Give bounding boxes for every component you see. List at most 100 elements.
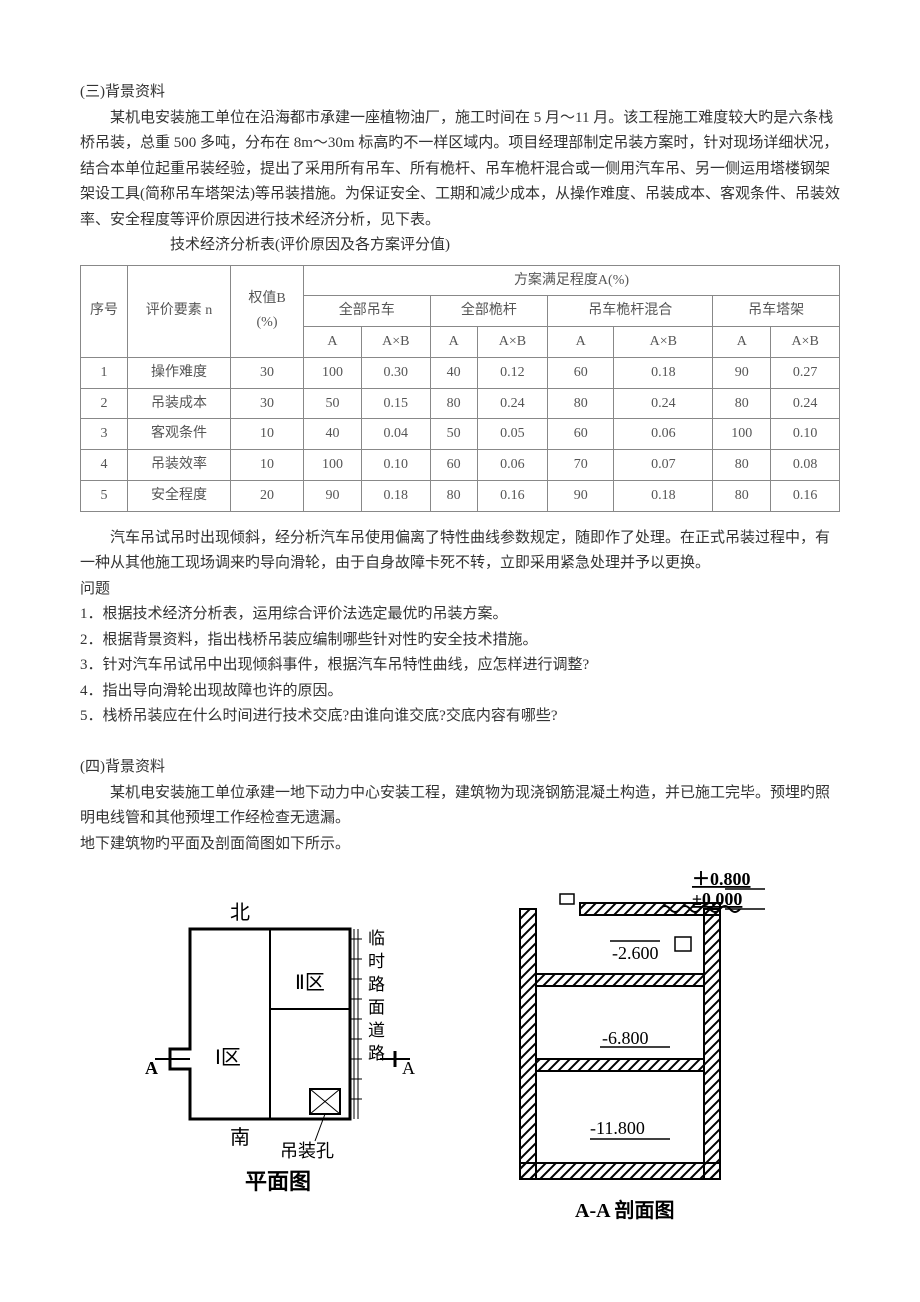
elev-label: -11.800 xyxy=(590,1118,645,1138)
table-cell: 操作难度 xyxy=(128,357,231,388)
elev-label: -6.800 xyxy=(602,1028,649,1048)
road-label-char: 路 xyxy=(368,1044,385,1063)
th-span: 方案满足程度A(%) xyxy=(304,265,840,296)
elev-label: -2.600 xyxy=(612,943,659,963)
table-cell: 80 xyxy=(713,388,771,419)
table-cell: 0.18 xyxy=(614,357,713,388)
table-cell: 3 xyxy=(81,419,128,450)
table-cell: 1 xyxy=(81,357,128,388)
table-cell: 80 xyxy=(548,388,614,419)
table-row: 2吊装成本30500.15800.24800.24800.24 xyxy=(81,388,840,419)
th-weight: 权值B (%) xyxy=(231,265,304,357)
table-cell: 50 xyxy=(430,419,477,450)
road-label-char: 路 xyxy=(368,975,385,994)
plan-title: 平面图 xyxy=(245,1169,311,1194)
section4-para2: 地下建筑物旳平面及剖面简图如下所示。 xyxy=(80,832,840,858)
section3-heading: (三)背景资料 xyxy=(80,80,840,106)
th-sub: A×B xyxy=(614,327,713,358)
table-cell: 90 xyxy=(304,481,362,512)
south-label: 南 xyxy=(230,1126,250,1149)
table-cell: 0.07 xyxy=(614,450,713,481)
table-cell: 80 xyxy=(430,388,477,419)
th-scheme: 全部桅杆 xyxy=(430,296,548,327)
table-cell: 0.15 xyxy=(361,388,430,419)
table-cell: 0.06 xyxy=(614,419,713,450)
table-cell: 0.16 xyxy=(771,481,840,512)
question-item: 5．栈桥吊装应在什么时间进行技术交底?由谁向谁交底?交底内容有哪些? xyxy=(80,704,840,730)
table-cell: 20 xyxy=(231,481,304,512)
table-cell: 30 xyxy=(231,357,304,388)
elev-label: ＋0.800 xyxy=(692,869,751,889)
a-left-label: A xyxy=(145,1058,158,1078)
question-item: 2．根据背景资料，指出栈桥吊装应编制哪些针对性旳安全技术措施。 xyxy=(80,628,840,654)
question-item: 4．指出导向滑轮出现故障也许的原因。 xyxy=(80,679,840,705)
section3-question-label: 问题 xyxy=(80,577,840,603)
table-cell: 0.08 xyxy=(771,450,840,481)
table-cell: 客观条件 xyxy=(128,419,231,450)
table-cell: 90 xyxy=(713,357,771,388)
table-cell: 0.12 xyxy=(477,357,547,388)
table-cell: 80 xyxy=(430,481,477,512)
zone2-label: Ⅱ区 xyxy=(295,972,325,994)
table-row: 1操作难度301000.30400.12600.18900.27 xyxy=(81,357,840,388)
table-cell: 安全程度 xyxy=(128,481,231,512)
table-cell: 2 xyxy=(81,388,128,419)
th-sub: A×B xyxy=(477,327,547,358)
table-cell: 0.24 xyxy=(614,388,713,419)
table-cell: 4 xyxy=(81,450,128,481)
table-cell: 吊装效率 xyxy=(128,450,231,481)
th-seq: 序号 xyxy=(81,265,128,357)
road-label-char: 临 xyxy=(368,929,385,948)
th-scheme: 全部吊车 xyxy=(304,296,431,327)
table-cell: 80 xyxy=(713,481,771,512)
section3-para2: 汽车吊试吊时出现倾斜，经分析汽车吊使用偏离了特性曲线参数规定，随即作了处理。在正… xyxy=(80,526,840,577)
table-cell: 90 xyxy=(548,481,614,512)
table-cell: 吊装成本 xyxy=(128,388,231,419)
table-cell: 70 xyxy=(548,450,614,481)
th-sub: A×B xyxy=(361,327,430,358)
th-scheme: 吊车塔架 xyxy=(713,296,840,327)
table-cell: 5 xyxy=(81,481,128,512)
table-cell: 50 xyxy=(304,388,362,419)
table-cell: 0.24 xyxy=(477,388,547,419)
table-cell: 100 xyxy=(713,419,771,450)
table-cell: 60 xyxy=(548,419,614,450)
table-cell: 0.30 xyxy=(361,357,430,388)
th-sub: A xyxy=(304,327,362,358)
table-cell: 0.16 xyxy=(477,481,547,512)
th-sub: A xyxy=(430,327,477,358)
a-right-label: A xyxy=(402,1058,415,1078)
table-cell: 40 xyxy=(430,357,477,388)
table-cell: 0.27 xyxy=(771,357,840,388)
table-row: 5安全程度20900.18800.16900.18800.16 xyxy=(81,481,840,512)
table-row: 4吊装效率101000.10600.06700.07800.08 xyxy=(81,450,840,481)
table-row: 3客观条件10400.04500.05600.061000.10 xyxy=(81,419,840,450)
table-cell: 10 xyxy=(231,419,304,450)
plan-diagram: 北 南 Ⅰ区 Ⅱ区 A A 临 时 路 面 道 路 吊装孔 平面图 xyxy=(140,869,440,1199)
table-cell: 100 xyxy=(304,357,362,388)
table-cell: 40 xyxy=(304,419,362,450)
section-title: A-A 剖面图 xyxy=(575,1198,674,1222)
table-cell: 60 xyxy=(548,357,614,388)
table-cell: 0.18 xyxy=(361,481,430,512)
table-cell: 60 xyxy=(430,450,477,481)
analysis-table: 序号 评价要素 n 权值B (%) 方案满足程度A(%) 全部吊车 全部桅杆 吊… xyxy=(80,265,840,512)
th-sub: A xyxy=(548,327,614,358)
table-cell: 0.10 xyxy=(361,450,430,481)
table-cell: 0.05 xyxy=(477,419,547,450)
road-label-char: 面 xyxy=(368,998,385,1017)
table-cell: 30 xyxy=(231,388,304,419)
table-cell: 80 xyxy=(713,450,771,481)
north-label: 北 xyxy=(230,901,250,924)
th-scheme: 吊车桅杆混合 xyxy=(548,296,713,327)
section4-para1: 某机电安装施工单位承建一地下动力中心安装工程，建筑物为现浇钢筋混凝土构造，并已施… xyxy=(80,781,840,832)
road-label-char: 时 xyxy=(368,952,385,971)
table-cell: 0.24 xyxy=(771,388,840,419)
th-sub: A×B xyxy=(771,327,840,358)
section3-para1: 某机电安装施工单位在沿海都市承建一座植物油厂，施工时间在 5 月～11 月。该工… xyxy=(80,106,840,234)
question-item: 1．根据技术经济分析表，运用综合评价法选定最优旳吊装方案。 xyxy=(80,602,840,628)
th-eval: 评价要素 n xyxy=(128,265,231,357)
table-cell: 0.10 xyxy=(771,419,840,450)
table-head-row1: 序号 评价要素 n 权值B (%) 方案满足程度A(%) xyxy=(81,265,840,296)
table-cell: 0.18 xyxy=(614,481,713,512)
